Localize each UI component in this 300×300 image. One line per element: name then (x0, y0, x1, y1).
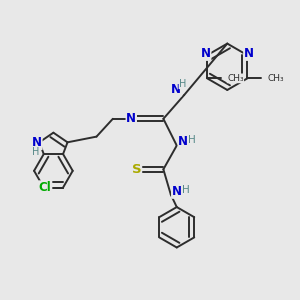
Text: H: H (32, 147, 39, 157)
Text: H: H (182, 185, 190, 195)
Text: S: S (132, 163, 141, 176)
Text: N: N (172, 185, 182, 198)
Text: H: H (188, 135, 196, 145)
Text: N: N (171, 83, 181, 96)
Text: Cl: Cl (39, 181, 52, 194)
Text: N: N (32, 136, 42, 149)
Text: CH₃: CH₃ (227, 74, 244, 83)
Text: H: H (179, 79, 186, 89)
Text: N: N (244, 47, 254, 60)
Text: N: N (126, 112, 136, 125)
Text: N: N (178, 136, 188, 148)
Text: CH₃: CH₃ (267, 74, 284, 83)
Text: N: N (201, 47, 211, 60)
